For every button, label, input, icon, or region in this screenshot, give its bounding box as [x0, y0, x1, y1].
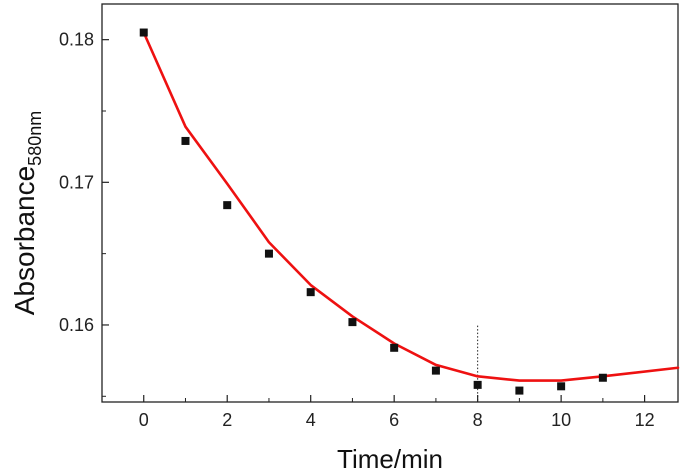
y-tick-label: 0.18	[59, 30, 94, 50]
x-tick-label: 2	[222, 410, 232, 430]
x-tick-label: 12	[635, 410, 655, 430]
x-tick-label: 4	[306, 410, 316, 430]
data-point	[557, 382, 566, 391]
fit-line	[142, 31, 680, 382]
data-point	[473, 380, 482, 389]
x-tick-label: 8	[473, 410, 483, 430]
data-point	[223, 201, 232, 210]
data-point	[264, 249, 273, 258]
data-point	[431, 366, 440, 375]
plot-frame	[101, 3, 679, 403]
x-tick-label: 10	[551, 410, 571, 430]
data-point	[390, 343, 399, 352]
y-axis-title-subscript: 580nm	[25, 111, 45, 166]
data-point	[348, 318, 357, 327]
x-tick-label: 0	[139, 410, 149, 430]
data-point	[306, 288, 315, 297]
data-point	[598, 373, 607, 382]
y-axis-title-main: Absorbance	[9, 166, 40, 315]
data-point	[139, 28, 148, 37]
data-point	[181, 136, 190, 145]
y-axis-title: Absorbance580nm	[9, 111, 45, 315]
data-point	[515, 386, 524, 395]
y-tick-label: 0.16	[59, 315, 94, 335]
y-tick-label: 0.17	[59, 172, 94, 192]
x-tick-label: 6	[389, 410, 399, 430]
x-axis-title: Time/min	[337, 444, 443, 472]
